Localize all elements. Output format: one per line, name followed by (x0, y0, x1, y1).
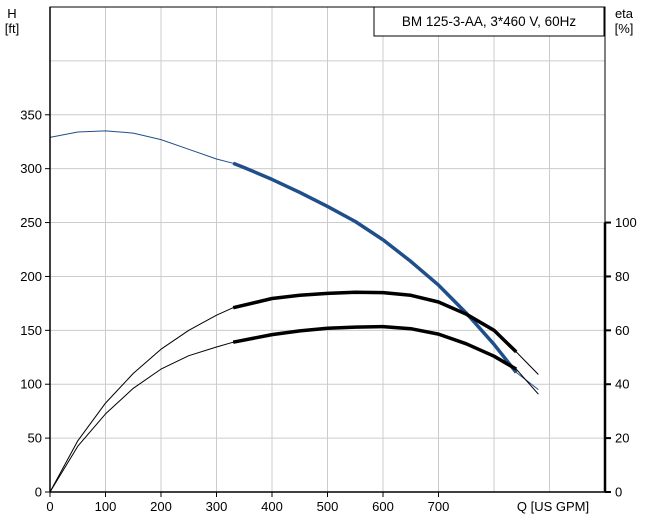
y-axis-label-line2: [ft] (5, 21, 19, 36)
x-tick-label: 600 (372, 499, 394, 514)
y2-tick-label: 60 (615, 323, 629, 338)
y2-tick-label: 20 (615, 431, 629, 446)
efficiency-curve-upper (49, 291, 539, 493)
y-tick-label: 200 (20, 269, 42, 284)
y-tick-label: 300 (20, 161, 42, 176)
x-tick-label: 400 (261, 499, 283, 514)
x-tick-label: 300 (206, 499, 228, 514)
y2-tick-label: 80 (615, 269, 629, 284)
grid (50, 7, 605, 492)
y-tick-label: 250 (20, 215, 42, 230)
axes (45, 6, 611, 497)
x-axis-label: Q [US GPM] (517, 499, 589, 514)
y2-tick-label: 0 (615, 485, 622, 500)
y-axis-label-line1: H (7, 6, 16, 21)
x-tick-label: 500 (317, 499, 339, 514)
x-tick-label: 0 (46, 499, 53, 514)
chart-title: BM 125-3-AA, 3*460 V, 60Hz (402, 14, 577, 29)
plot-lines (49, 130, 539, 493)
head-curve (49, 130, 539, 390)
y2-axis-label-line1: eta (615, 6, 634, 21)
x-tick-label: 700 (428, 499, 450, 514)
y-tick-label: 50 (28, 431, 42, 446)
chart-title-box (373, 6, 605, 37)
y2-axis-label-line2: [%] (615, 21, 634, 36)
y-tick-label: 350 (20, 107, 42, 122)
tick-labels: 0 100 200 300 400 500 600 700050100150200250300… (20, 107, 636, 514)
x-tick-label: 100 (95, 499, 117, 514)
x-tick-label: 200 (150, 499, 172, 514)
efficiency-curve-upper-operating-range (232, 290, 518, 354)
y-tick-label: 100 (20, 377, 42, 392)
y-tick-label: 150 (20, 323, 42, 338)
head-curve-operating-range (232, 161, 518, 374)
y2-tick-label: 100 (615, 215, 637, 230)
efficiency-curve-lower (49, 326, 539, 493)
efficiency-curve-lower-operating-range (232, 324, 518, 371)
y2-tick-label: 40 (615, 377, 629, 392)
y-tick-label: 0 (35, 485, 42, 500)
